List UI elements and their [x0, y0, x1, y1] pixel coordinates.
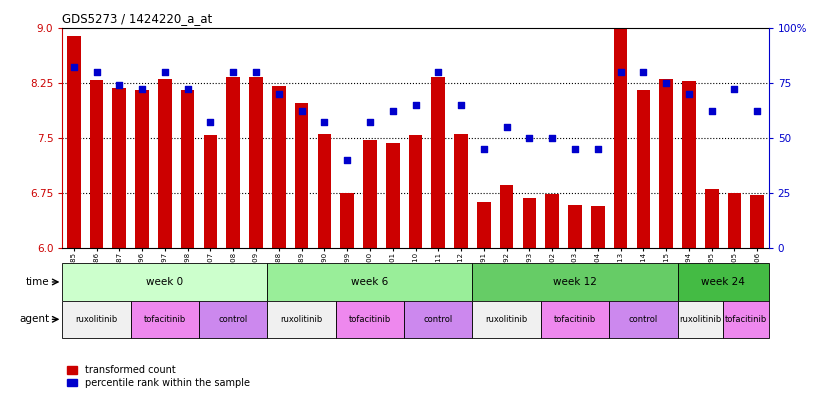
Point [637, 68, 650, 75]
Point [546, 134, 559, 141]
Text: tofacitinib: tofacitinib [144, 315, 186, 324]
Point [660, 79, 673, 86]
Bar [295, 103, 308, 248]
Bar [728, 193, 741, 248]
Point [227, 68, 240, 75]
Bar [591, 206, 605, 248]
Bar [568, 205, 582, 248]
Text: agent: agent [19, 314, 50, 324]
Point [204, 119, 217, 125]
Bar [268, 263, 473, 301]
Text: week 0: week 0 [146, 277, 184, 287]
Bar [499, 185, 514, 248]
Bar [541, 301, 609, 338]
Text: week 12: week 12 [553, 277, 597, 287]
Text: ruxolitinib: ruxolitinib [76, 315, 118, 324]
Text: control: control [424, 315, 453, 324]
Bar [677, 301, 723, 338]
Bar [473, 301, 541, 338]
Bar [705, 189, 719, 248]
Bar [677, 263, 769, 301]
Bar [473, 263, 677, 301]
Point [158, 68, 171, 75]
Bar [455, 134, 468, 248]
Bar [409, 135, 422, 248]
Bar [62, 263, 268, 301]
Bar [90, 80, 103, 248]
Bar [363, 140, 376, 248]
Point [477, 145, 490, 152]
Bar [341, 193, 354, 248]
Point [409, 101, 422, 108]
Point [249, 68, 263, 75]
Point [135, 86, 149, 92]
Point [591, 145, 604, 152]
Point [523, 134, 536, 141]
Text: ruxolitinib: ruxolitinib [280, 315, 322, 324]
Bar [272, 86, 286, 248]
Point [455, 101, 468, 108]
Point [67, 64, 81, 70]
Text: GDS5273 / 1424220_a_at: GDS5273 / 1424220_a_at [62, 12, 213, 25]
Text: tofacitinib: tofacitinib [725, 315, 767, 324]
Bar [723, 301, 769, 338]
Bar [317, 134, 332, 248]
Text: time: time [26, 277, 50, 287]
Bar [130, 301, 199, 338]
Point [682, 90, 696, 97]
Legend: transformed count, percentile rank within the sample: transformed count, percentile rank withi… [67, 365, 249, 388]
Point [500, 123, 514, 130]
Bar [62, 301, 130, 338]
Bar [609, 301, 677, 338]
Point [272, 90, 285, 97]
Bar [336, 301, 404, 338]
Bar [404, 301, 473, 338]
Point [113, 82, 126, 88]
Point [90, 68, 103, 75]
Bar [637, 90, 650, 248]
Text: control: control [219, 315, 248, 324]
Text: week 24: week 24 [701, 277, 745, 287]
Point [705, 108, 718, 114]
Text: control: control [629, 315, 658, 324]
Bar [158, 79, 172, 248]
Point [386, 108, 400, 114]
Point [317, 119, 331, 125]
Text: tofacitinib: tofacitinib [349, 315, 391, 324]
Point [181, 86, 194, 92]
Bar [614, 28, 627, 248]
Point [341, 156, 354, 163]
Bar [659, 79, 673, 248]
Bar [135, 90, 149, 248]
Bar [750, 195, 765, 248]
Bar [523, 198, 536, 248]
Point [431, 68, 445, 75]
Bar [431, 77, 445, 248]
Bar [268, 301, 336, 338]
Bar [112, 88, 126, 248]
Point [295, 108, 308, 114]
Bar [545, 194, 559, 248]
Point [614, 68, 627, 75]
Text: week 6: week 6 [352, 277, 389, 287]
Bar [181, 90, 194, 248]
Bar [386, 143, 400, 248]
Point [568, 145, 582, 152]
Text: ruxolitinib: ruxolitinib [485, 315, 528, 324]
Text: ruxolitinib: ruxolitinib [679, 315, 721, 324]
Bar [477, 202, 490, 248]
Bar [682, 81, 696, 248]
Point [363, 119, 376, 125]
Point [750, 108, 764, 114]
Text: tofacitinib: tofacitinib [554, 315, 596, 324]
Bar [249, 77, 263, 248]
Bar [66, 36, 81, 248]
Bar [226, 77, 240, 248]
Bar [199, 301, 268, 338]
Bar [204, 135, 217, 248]
Point [728, 86, 741, 92]
